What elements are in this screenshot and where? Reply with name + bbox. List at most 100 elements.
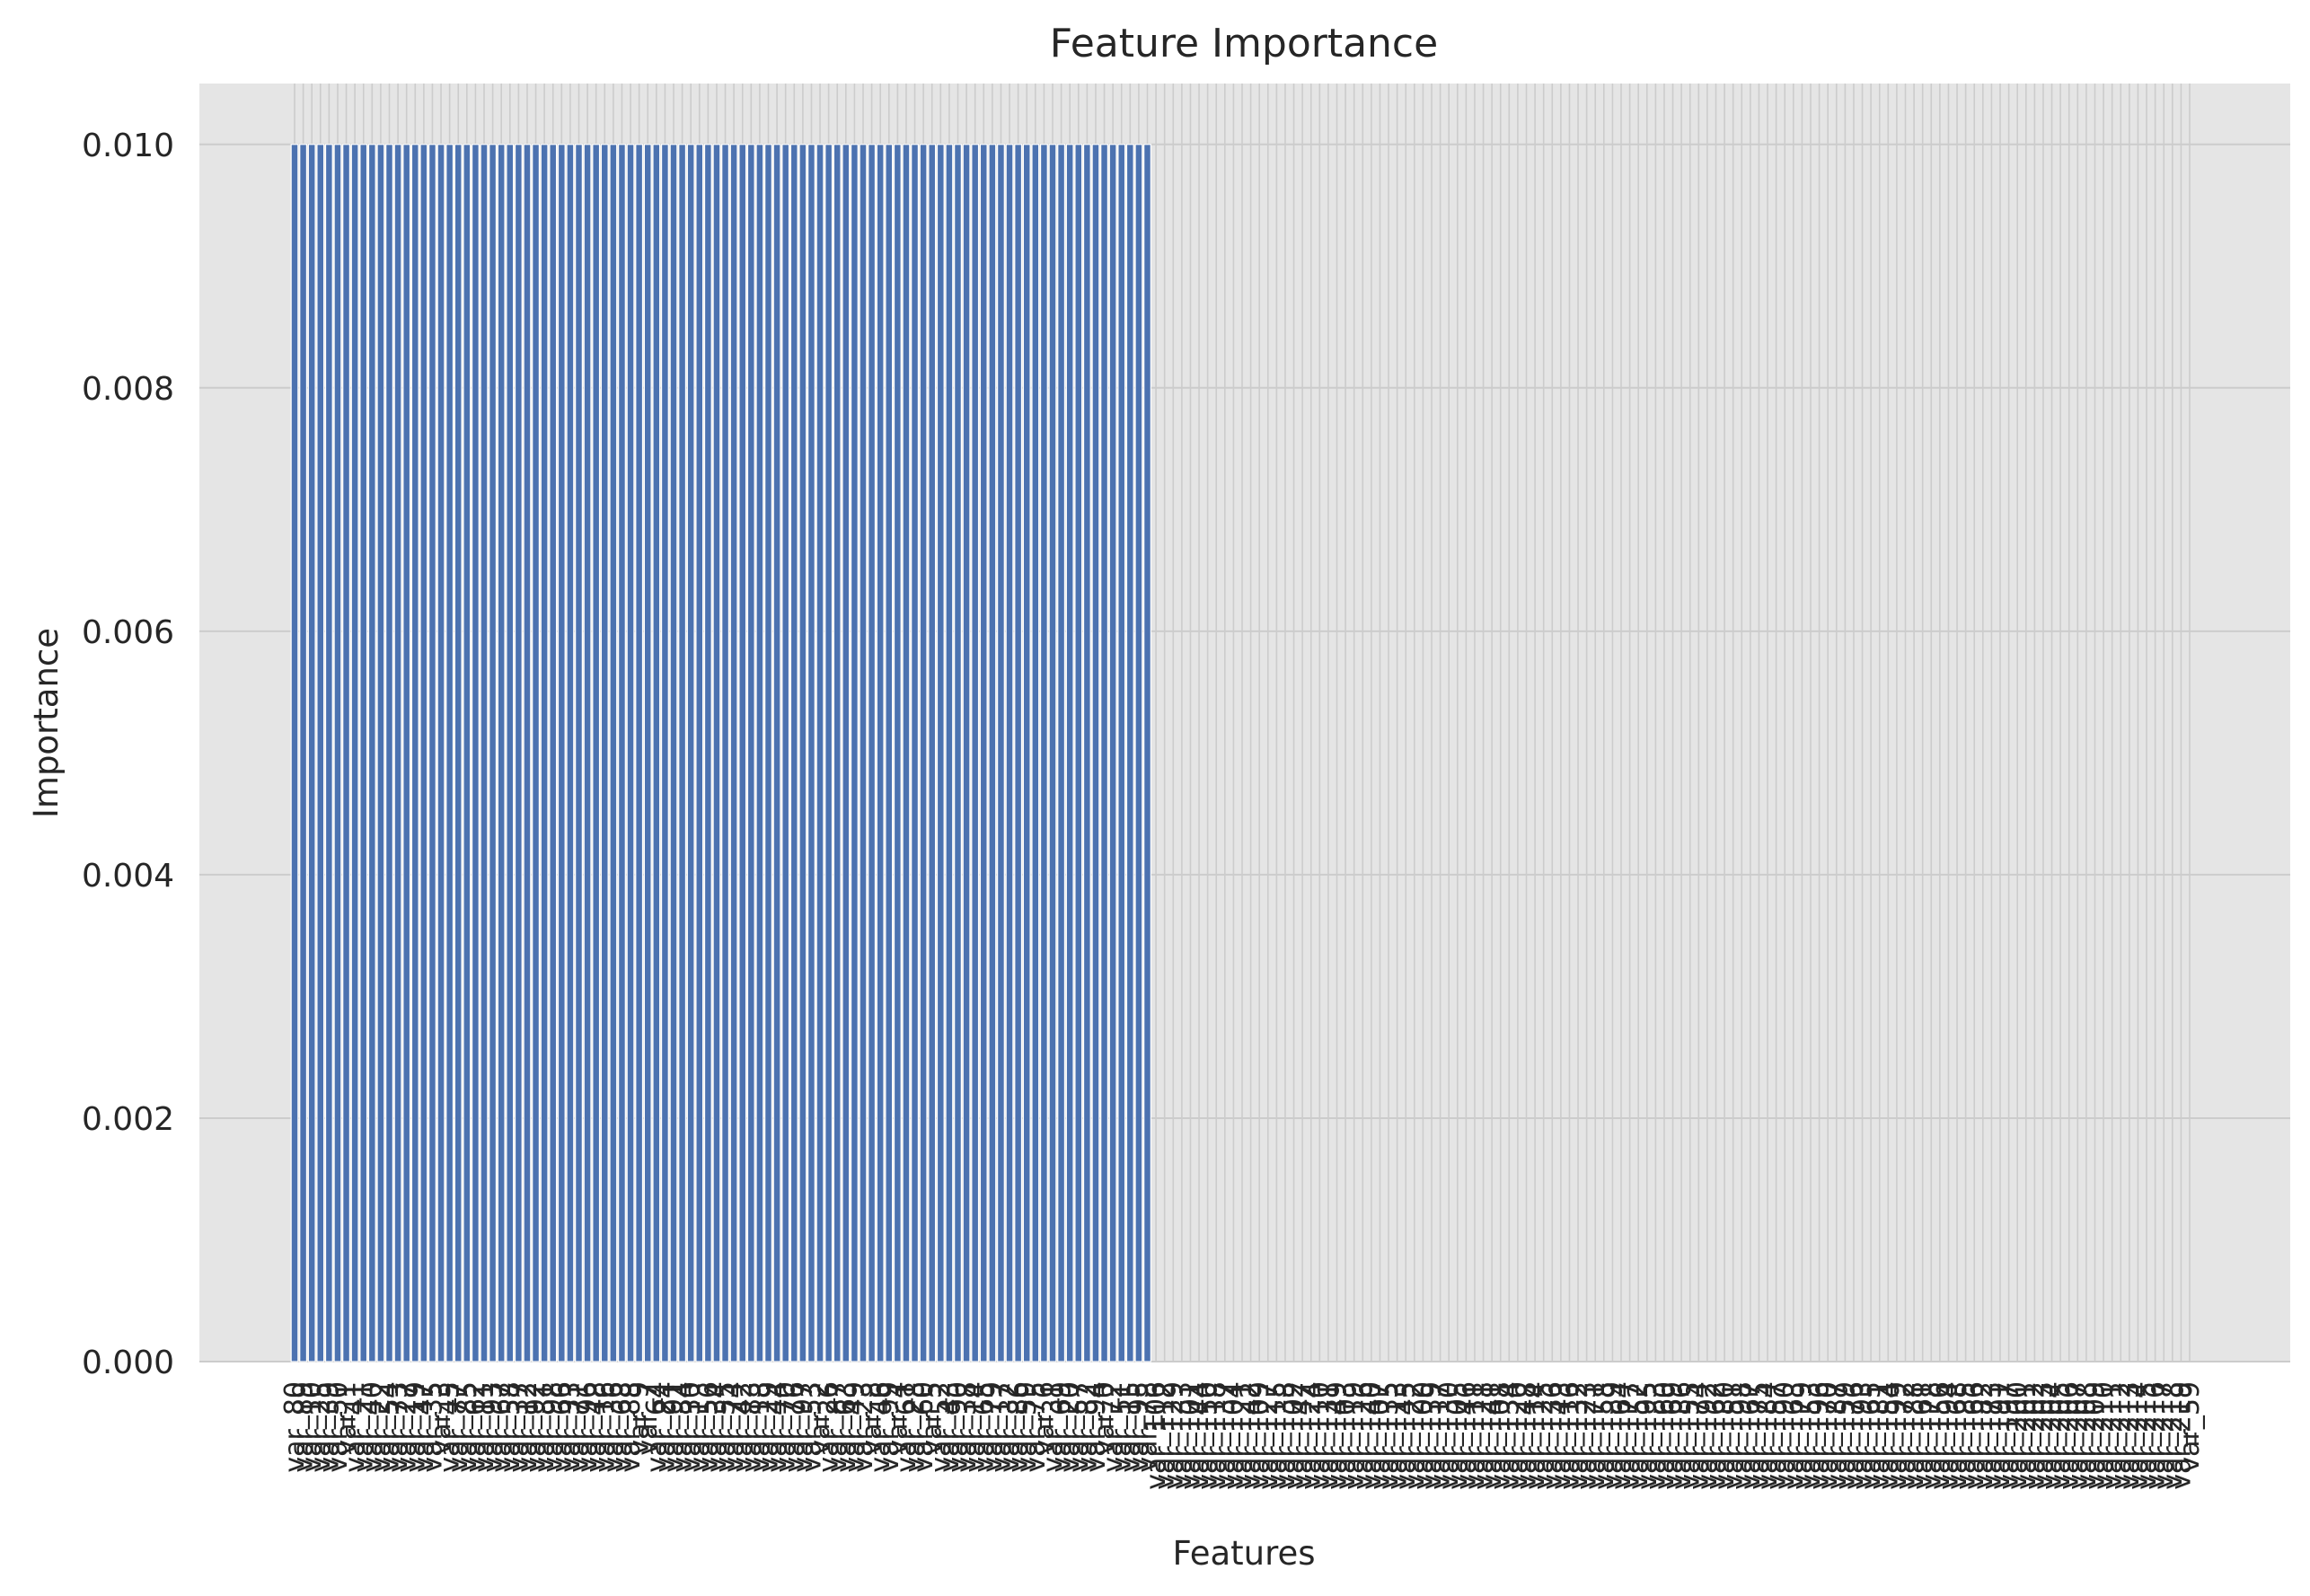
x-tick-label: var_215	[2131, 1381, 2163, 1490]
x-tick-label: var_128	[1468, 1381, 1500, 1490]
bar	[798, 144, 807, 1362]
x-tick-label: var_219	[2165, 1381, 2197, 1490]
x-tick-label: var_37	[503, 1381, 534, 1473]
x-tick-label: var_55	[710, 1381, 742, 1473]
x-tick-label: var_174	[1683, 1381, 1715, 1490]
x-tick-label: var_24	[649, 1381, 681, 1473]
x-tick-label: var_54	[375, 1381, 406, 1473]
x-tick-label: var_47	[409, 1381, 440, 1473]
bar	[945, 144, 954, 1362]
x-tick-label: var_58	[495, 1381, 526, 1473]
x-tick-label: var_111	[1459, 1381, 1491, 1490]
bar	[402, 144, 411, 1362]
x-tick-label: var_130	[1433, 1381, 1465, 1490]
bar	[463, 144, 472, 1362]
x-tick-label: var_129	[1158, 1381, 1189, 1490]
x-tick-label: var_32	[994, 1381, 1026, 1473]
x-tick-label: var_176	[1838, 1381, 1870, 1490]
x-tick-label: var_39	[313, 1381, 345, 1473]
bar	[609, 144, 618, 1362]
bar	[842, 144, 851, 1362]
bar	[979, 144, 988, 1362]
x-tick-label: var_74	[719, 1381, 750, 1473]
x-tick-label: var_211	[2097, 1381, 2129, 1490]
x-tick-label: var_22	[366, 1381, 397, 1473]
bar	[307, 144, 316, 1362]
x-tick-label: var_135	[1373, 1381, 1405, 1490]
bar	[928, 144, 937, 1362]
x-tick-label: var_26	[814, 1381, 845, 1473]
bar	[359, 144, 368, 1362]
x-tick-label: var_67	[486, 1381, 517, 1473]
x-tick-label: var_2	[805, 1381, 836, 1456]
x-tick-label: var_98	[538, 1381, 569, 1473]
x-tick-label: var_36	[598, 1381, 630, 1473]
x-tick-label: var_186	[1666, 1381, 1697, 1490]
x-tick-label: var_115	[1261, 1381, 1292, 1490]
x-tick-label: var_175	[1743, 1381, 1775, 1490]
x-tick-label: var_132	[1563, 1381, 1594, 1490]
x-tick-label: var_188	[1899, 1381, 1930, 1490]
x-tick-label: var_117	[1425, 1381, 1457, 1490]
x-tick-label: var_14	[960, 1381, 992, 1473]
x-tick-label: var_75	[1020, 1381, 1052, 1473]
bar	[299, 144, 308, 1362]
bar	[695, 144, 704, 1362]
x-tick-label: var_138	[1270, 1381, 1301, 1490]
y-tick-label: 0.002	[82, 1101, 174, 1138]
x-tick-label: var_218	[2157, 1381, 2189, 1490]
x-tick-label: var_44	[762, 1381, 793, 1473]
x-tick-label: var_108	[1486, 1381, 1517, 1490]
x-tick-label: var_124	[1296, 1381, 1327, 1490]
bar	[1057, 144, 1066, 1362]
x-tick-label: var_116	[1554, 1381, 1585, 1490]
x-tick-label: var_155	[1675, 1381, 1706, 1490]
bar	[652, 144, 661, 1362]
y-tick-label: 0.006	[82, 614, 174, 651]
x-tick-label: var_101	[1175, 1381, 1206, 1490]
x-tick-label: var_20	[1054, 1381, 1086, 1473]
x-tick-label: var_46	[865, 1381, 896, 1473]
x-tick-label: var_56	[692, 1381, 724, 1473]
y-axis-label: Importance	[27, 628, 66, 818]
y-tick-label: 0.010	[82, 128, 174, 164]
x-tick-label: var_59	[1011, 1381, 1043, 1473]
chart-title: Feature Importance	[1050, 21, 1438, 66]
x-tick-label: var_178	[1916, 1381, 1947, 1490]
bar	[566, 144, 575, 1362]
bar	[911, 144, 919, 1362]
x-tick-label: var_89	[288, 1381, 320, 1473]
bar	[350, 144, 359, 1362]
x-tick-label: var_137	[1210, 1381, 1241, 1490]
bar	[1031, 144, 1040, 1362]
x-tick-label: var_150	[1193, 1381, 1224, 1490]
x-tick-label: var_162	[1701, 1381, 1732, 1490]
bar	[660, 144, 669, 1362]
bar	[583, 144, 592, 1362]
x-tick-label: var_34	[701, 1381, 733, 1473]
x-tick-label: var_146	[1450, 1381, 1482, 1490]
x-tick-label: var_62	[460, 1381, 491, 1473]
bar	[678, 144, 687, 1362]
bar	[419, 144, 428, 1362]
bar	[532, 144, 540, 1362]
x-tick-label: var_92	[521, 1381, 552, 1473]
bar	[290, 144, 299, 1362]
x-tick-label: var_43	[934, 1381, 965, 1473]
x-tick-label: var_140	[1356, 1381, 1388, 1490]
x-tick-label: var_18	[745, 1381, 776, 1473]
y-tick-label: 0.004	[82, 858, 174, 895]
x-tick-label: var_28	[900, 1381, 931, 1473]
bar	[1065, 144, 1074, 1362]
bar	[1108, 144, 1117, 1362]
x-tick-label: var_45	[435, 1381, 466, 1473]
bar	[669, 144, 678, 1362]
x-tick-label: var_147	[1287, 1381, 1318, 1490]
x-tick-label: var_114	[1520, 1381, 1551, 1490]
x-tick-label: var_144	[1184, 1381, 1215, 1490]
x-tick-label: var_171	[1580, 1381, 1611, 1490]
x-tick-label: var_105	[1442, 1381, 1474, 1490]
x-tick-label: var_149	[1322, 1381, 1353, 1490]
x-tick-label: var_216	[2140, 1381, 2172, 1490]
